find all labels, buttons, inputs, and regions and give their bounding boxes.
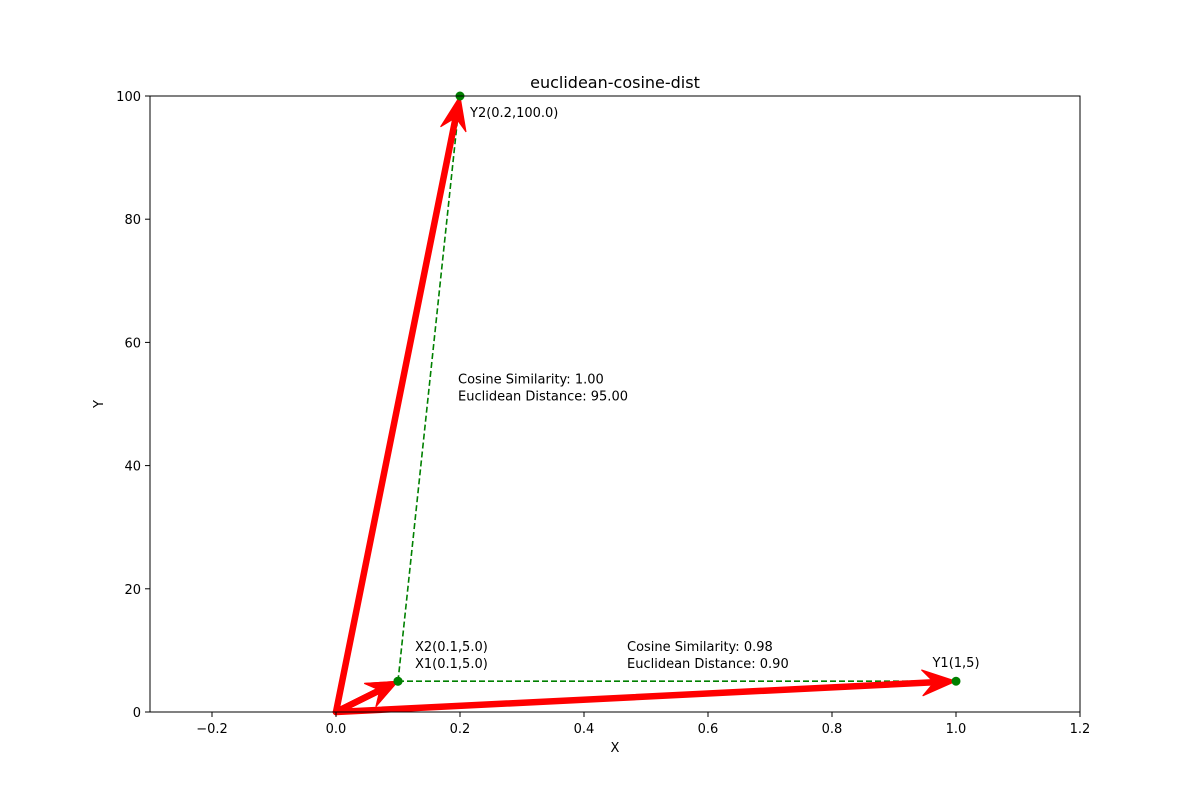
- vector-head-4: [440, 94, 467, 133]
- y-tick-label-4: 60: [124, 336, 141, 351]
- annotation-1-line-1: Cosine Similarity: 0.98: [627, 640, 773, 655]
- point-label-1: X1(0.1,5.0): [415, 657, 488, 672]
- vector-arrow-2: [332, 669, 958, 716]
- annotation-layer: Cosine Similarity: 0.98 Euclidean Distanc…: [458, 373, 789, 673]
- vector-layer: [332, 94, 958, 716]
- vector-shaft-2: [332, 679, 938, 716]
- point-marker-2: [951, 676, 961, 686]
- y-tick-label-6: 100: [116, 90, 141, 105]
- annotation-2-line-1: Cosine Similarity: 1.00: [458, 373, 604, 388]
- x-tick-label-6: 0.8: [822, 722, 843, 737]
- vector-head-2: [921, 669, 958, 697]
- connector-line-2: [397, 95, 461, 682]
- x-tick-label-1: −0.2: [196, 722, 228, 737]
- annotation-2-line-2: Euclidean Distance: 95.00: [458, 390, 628, 405]
- x-tick-label-8: 1.2: [1070, 722, 1091, 737]
- vector-head-3: [364, 680, 400, 708]
- connector-layer: [397, 95, 956, 683]
- axes-layer: −0.2 0.0 0.2 0.4 0.6 0.8 1.0 1.2 0 20 40 60 80 100: [116, 90, 1090, 737]
- point-marker-3: [393, 676, 403, 686]
- x-tick-label-5: 0.6: [698, 722, 719, 737]
- vector-shaft-3: [332, 686, 384, 716]
- x-axis-label: X: [611, 741, 620, 756]
- annotation-2: Cosine Similarity: 1.00 Euclidean Distanc…: [458, 373, 628, 405]
- plot-frame: [149, 95, 1081, 713]
- vector-arrow-4: [332, 94, 467, 716]
- point-layer: X1(0.1,5.0) Y1(1,5) X2(0.1,5.0) Y2(0.2,100.…: [393, 91, 980, 686]
- chart-title: euclidean-cosine-dist: [530, 73, 700, 92]
- annotation-1-line-2: Euclidean Distance: 0.90: [627, 657, 789, 672]
- annotation-1: Cosine Similarity: 0.98 Euclidean Distanc…: [627, 640, 789, 672]
- x-tick-label-2: 0.0: [326, 722, 347, 737]
- vector-shaft-4: [332, 114, 459, 716]
- x-tick-label-3: 0.2: [450, 722, 471, 737]
- point-label-4: Y2(0.2,100.0): [469, 106, 558, 121]
- y-tick-label-5: 80: [124, 213, 141, 228]
- x-tick-label-4: 0.4: [574, 722, 595, 737]
- point-label-2: Y1(1,5): [931, 656, 979, 671]
- y-axis-label: Y: [92, 400, 107, 409]
- y-tick-label-1: 0: [133, 706, 141, 721]
- x-tick-label-7: 1.0: [946, 722, 967, 737]
- vector-arrow-3: [332, 680, 400, 716]
- point-label-3: X2(0.1,5.0): [415, 640, 488, 655]
- y-tick-label-2: 20: [124, 583, 141, 598]
- y-tick-label-3: 40: [124, 460, 141, 475]
